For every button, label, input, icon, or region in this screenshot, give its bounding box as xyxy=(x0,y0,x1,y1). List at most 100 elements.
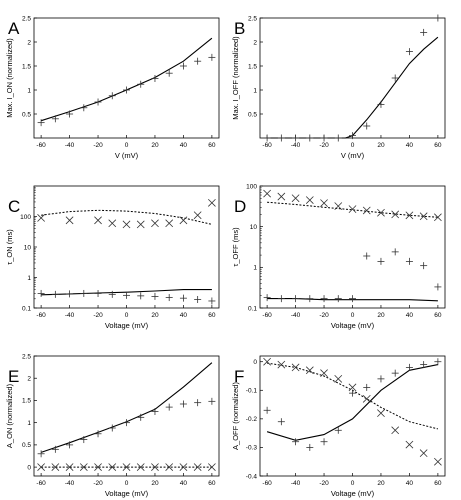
cross-stroke xyxy=(263,189,271,198)
plus-marker xyxy=(165,294,173,302)
cross-marker xyxy=(79,463,88,471)
plus-marker xyxy=(80,289,88,297)
panel-letter: B xyxy=(234,19,245,38)
cross-stroke xyxy=(51,463,60,471)
y-axis-label: Max. I_ON (normalized) xyxy=(5,38,14,118)
cross-stroke xyxy=(391,210,400,219)
x-tick-label: -60 xyxy=(262,480,272,487)
cross-stroke xyxy=(108,463,117,471)
plus-marker xyxy=(194,57,202,65)
plus-marker xyxy=(108,424,116,432)
plus-marker xyxy=(51,115,59,123)
cross-stroke xyxy=(94,463,102,471)
y-tick-label: 1 xyxy=(253,265,257,272)
y-tick-label: -0.1 xyxy=(246,388,258,395)
cross-marker xyxy=(334,374,343,383)
plus-marker xyxy=(123,419,130,427)
plus-marker xyxy=(194,295,202,303)
x-tick-label: -20 xyxy=(93,312,103,319)
cross-marker xyxy=(136,220,145,229)
x-tick-label: 0 xyxy=(125,480,129,487)
plus-marker xyxy=(277,134,285,142)
panel-c: C -60 -40 -20 0 20 40 60 0.1 1 10 100 Voltage (mV) τ_… xyxy=(5,185,220,330)
cross-stroke xyxy=(277,192,286,201)
y-tick-label: 1.5 xyxy=(22,398,31,405)
x-tick-label: 40 xyxy=(406,480,414,487)
x-tick-label: 0 xyxy=(351,480,355,487)
cross-stroke xyxy=(434,457,442,466)
plus-marker xyxy=(391,74,399,82)
cross-stroke xyxy=(263,357,271,366)
plus-marker xyxy=(108,92,116,100)
panel-a: A -60 -40 -20 0 20 40 60 0.5 1 1.5 2 2.5 V (mV) Max. I… xyxy=(5,15,220,160)
x-tick-label: -60 xyxy=(36,142,46,149)
plus-marker xyxy=(179,62,187,70)
x-tick-label: -40 xyxy=(291,480,301,487)
x-tick-label: 0 xyxy=(125,312,129,319)
plus-marker xyxy=(123,291,130,299)
y-axis-label: A_ON (normalized) xyxy=(5,383,14,448)
cross-stroke xyxy=(434,213,442,222)
y-tick-label: -0.3 xyxy=(246,445,258,452)
y-tick-label: 1.5 xyxy=(22,63,31,70)
panel-letter: F xyxy=(234,367,244,386)
plot-frame xyxy=(259,355,446,477)
panel-f: F -60 -40 -20 0 20 40 60 0 -0.1 -0.2 -0.3 -0.4 Voltag… xyxy=(231,355,446,498)
x-tick-label: 60 xyxy=(434,142,442,149)
cross-stroke xyxy=(305,366,314,375)
plot-frame xyxy=(33,355,220,477)
cross-marker xyxy=(151,463,159,471)
plus-marker xyxy=(137,292,145,300)
y-tick-label: 10 xyxy=(24,244,32,251)
cross-stroke xyxy=(334,202,343,211)
cross-marker xyxy=(208,198,216,207)
x-tick-label: 0 xyxy=(351,312,355,319)
plus-marker xyxy=(420,262,428,270)
cross-stroke xyxy=(419,212,428,221)
y-axis-label: τ_OFF (ms) xyxy=(231,227,240,267)
plus-marker xyxy=(108,290,116,298)
panel-e: E -60 -40 -20 0 20 40 60 0 0.5 1 1.5 2 2.5 Voltage (mV… xyxy=(5,353,220,498)
y-tick-label: 2 xyxy=(27,376,31,383)
plus-marker xyxy=(151,292,159,300)
plus-marker xyxy=(151,74,159,82)
plus-marker xyxy=(263,294,271,302)
x-tick-label: 60 xyxy=(208,312,216,319)
cross-marker xyxy=(51,463,60,471)
plus-marker xyxy=(334,134,342,142)
cross-marker xyxy=(305,196,314,204)
plot-frame xyxy=(259,185,446,309)
cross-stroke xyxy=(362,394,371,403)
x-tick-label: 60 xyxy=(208,142,216,149)
cross-marker xyxy=(305,366,314,375)
cross-marker xyxy=(377,208,385,217)
cross-stroke xyxy=(37,463,45,471)
plus-marker xyxy=(405,48,413,56)
solid-fit-line xyxy=(267,36,439,139)
cross-marker xyxy=(434,213,442,222)
plus-marker xyxy=(80,436,88,444)
plus-marker xyxy=(94,98,102,106)
plus-marker xyxy=(434,283,442,291)
cross-marker xyxy=(263,189,271,198)
y-tick-label: 1 xyxy=(27,275,31,282)
x-tick-label: 60 xyxy=(434,312,442,319)
cross-marker xyxy=(193,211,202,220)
cross-stroke xyxy=(179,216,188,225)
y-tick-label: 100 xyxy=(246,183,257,190)
solid-fit-line xyxy=(40,362,213,453)
x-tick-label: -40 xyxy=(65,480,75,487)
cross-marker xyxy=(419,212,428,221)
plus-marker xyxy=(391,248,399,256)
plus-marker xyxy=(94,430,102,438)
plus-marker xyxy=(334,295,342,303)
cross-stroke xyxy=(377,208,385,217)
y-tick-label: 2.5 xyxy=(22,353,31,360)
cross-stroke xyxy=(193,463,202,471)
plus-marker xyxy=(405,363,413,371)
cross-marker xyxy=(334,202,343,211)
cross-stroke xyxy=(94,216,102,225)
x-tick-label: -40 xyxy=(291,142,301,149)
plus-marker xyxy=(363,122,371,130)
